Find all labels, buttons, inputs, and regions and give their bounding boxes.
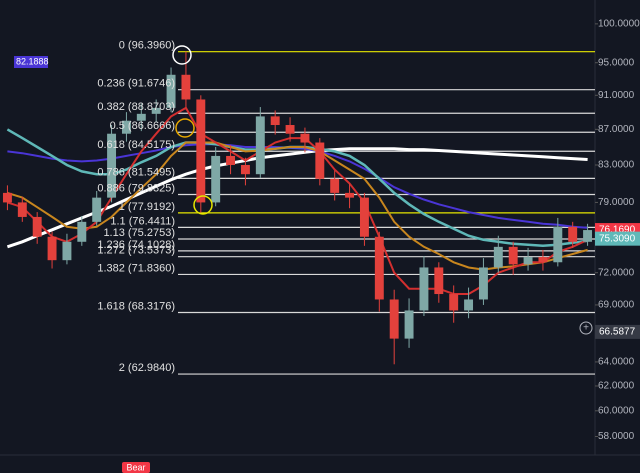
time-axis bbox=[0, 455, 640, 473]
candle-body bbox=[240, 165, 250, 175]
y-tick-label: 87.0000 bbox=[598, 124, 635, 135]
fib-label: 1.236 (74.1028) bbox=[97, 239, 175, 251]
marker-circle bbox=[175, 118, 195, 138]
fib-label: 0.5 (86.6666) bbox=[110, 120, 175, 132]
candle-body bbox=[136, 113, 146, 121]
candle-body bbox=[196, 99, 206, 203]
fib-label: 0.786 (81.5495) bbox=[97, 166, 175, 178]
candle-body bbox=[330, 178, 340, 193]
side-tag-label: 82.1888 bbox=[16, 56, 49, 66]
side-tag bbox=[14, 56, 48, 68]
candle-body bbox=[121, 120, 131, 134]
candle-body bbox=[62, 241, 72, 261]
candle-body bbox=[226, 155, 236, 166]
candle-body bbox=[568, 226, 578, 242]
y-tick-label: 91.0000 bbox=[598, 90, 635, 101]
candle-body bbox=[107, 133, 117, 198]
y-tick-label: 62.0000 bbox=[598, 381, 635, 392]
add-icon[interactable]: + bbox=[583, 323, 589, 334]
fib-label: 2 (62.9840) bbox=[119, 362, 175, 374]
y-tick-label: 79.0000 bbox=[598, 197, 635, 208]
marker-circle bbox=[193, 195, 213, 215]
candle-body bbox=[538, 257, 548, 263]
y-tick-label: 60.0000 bbox=[598, 405, 635, 416]
marker-circle bbox=[172, 45, 192, 65]
fib-label: 0.382 (88.8703) bbox=[97, 101, 175, 113]
price-tag-label: 66.5877 bbox=[599, 327, 636, 338]
bear-tag bbox=[122, 462, 150, 473]
fib-label: 0.618 (84.5175) bbox=[97, 139, 175, 151]
candle-body bbox=[434, 267, 444, 295]
fib-label: 0.236 (91.6746) bbox=[97, 78, 175, 90]
candle-body bbox=[270, 116, 280, 126]
candle-body bbox=[300, 133, 310, 143]
candle-body bbox=[77, 221, 87, 242]
candle-body bbox=[47, 236, 57, 261]
candle-body bbox=[478, 267, 488, 300]
moving-average bbox=[7, 143, 588, 229]
price-tag-label: 75.3090 bbox=[599, 233, 636, 244]
y-tick-label: 83.0000 bbox=[598, 160, 635, 171]
price-tag bbox=[595, 231, 640, 246]
bear-label: Bear bbox=[126, 462, 145, 472]
candle-body bbox=[464, 299, 474, 311]
fib-label: 1 (77.9192) bbox=[119, 201, 175, 213]
candle-body bbox=[92, 197, 102, 222]
y-tick-label: 95.0000 bbox=[598, 57, 635, 68]
price-tag bbox=[595, 324, 640, 339]
candle-body bbox=[374, 236, 384, 300]
fib-label: 1.618 (68.3176) bbox=[97, 300, 175, 312]
candle-body bbox=[2, 192, 12, 203]
candle-body bbox=[523, 257, 533, 265]
y-tick-label: 100.0000 bbox=[598, 19, 640, 30]
moving-average bbox=[7, 141, 588, 271]
price-tag-label: 76.1690 bbox=[599, 225, 636, 236]
fib-label: 1.13 (75.2753) bbox=[103, 227, 175, 239]
y-tick-label: 69.0000 bbox=[598, 300, 635, 311]
candle-body bbox=[404, 310, 414, 339]
fib-label: 0.886 (79.8325) bbox=[97, 182, 175, 194]
plot bbox=[2, 51, 595, 375]
candle-body bbox=[285, 125, 295, 134]
candle-body bbox=[32, 216, 42, 237]
y-tick-label: 58.0000 bbox=[598, 431, 635, 442]
moving-average bbox=[7, 106, 589, 295]
candle-body bbox=[166, 74, 176, 108]
candle-body bbox=[255, 116, 265, 175]
candle-body bbox=[419, 267, 429, 311]
candle-body bbox=[345, 192, 355, 198]
candle-body bbox=[181, 74, 191, 100]
candle-body bbox=[553, 226, 563, 263]
candle-body bbox=[359, 197, 369, 237]
add-button[interactable] bbox=[579, 321, 593, 335]
candle-body bbox=[583, 230, 593, 242]
fib-label: 0 (96.3960) bbox=[119, 40, 175, 52]
fib-label: 1.1 (76.4411) bbox=[110, 215, 175, 227]
candle-body bbox=[389, 299, 399, 339]
candle-body bbox=[17, 202, 27, 217]
candle-body bbox=[151, 107, 161, 114]
fib-label: 1.382 (71.8360) bbox=[97, 262, 175, 274]
candle-body bbox=[493, 246, 503, 268]
y-tick-label: 72.0000 bbox=[598, 267, 635, 278]
candle-body bbox=[449, 294, 459, 311]
candle-body bbox=[211, 155, 221, 203]
candle-body bbox=[508, 246, 518, 265]
fib-label: 1.272 (73.5373) bbox=[97, 245, 175, 257]
candle-body bbox=[315, 142, 325, 179]
y-tick-label: 64.0000 bbox=[598, 357, 635, 368]
